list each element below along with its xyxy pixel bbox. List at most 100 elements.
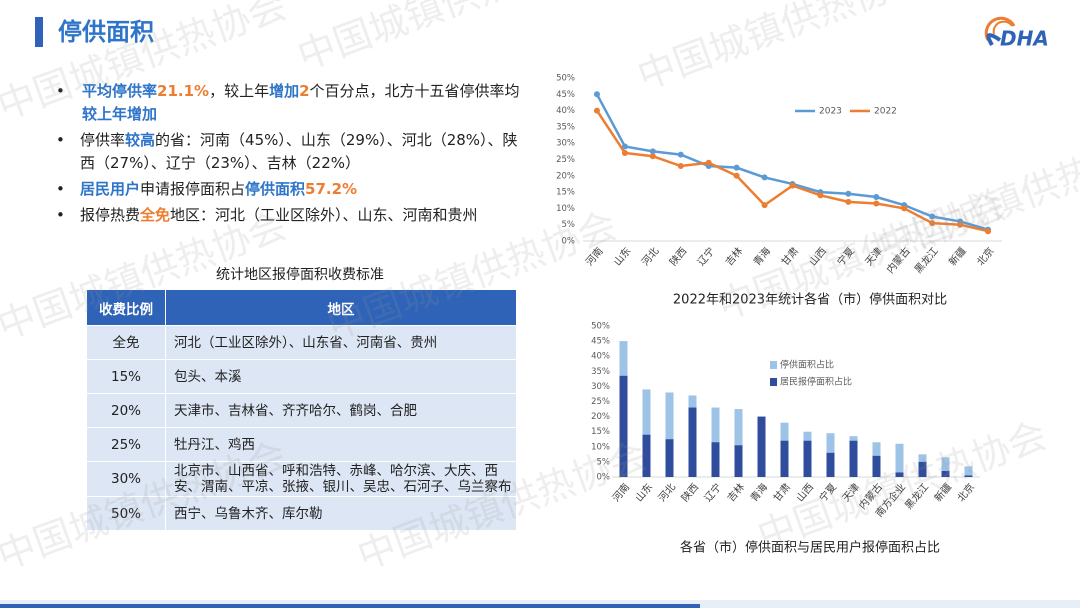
bullet-text: 增加	[269, 82, 300, 100]
point	[649, 148, 656, 155]
x-tick-label: 山西	[807, 245, 829, 268]
point	[621, 149, 628, 156]
point	[649, 153, 656, 160]
x-tick-label: 宁夏	[834, 245, 857, 269]
x-tick-label: 北京	[974, 245, 997, 269]
point	[845, 190, 852, 197]
point	[929, 220, 936, 227]
x-tick-label: 新疆	[931, 481, 954, 505]
logo: DHA	[984, 16, 1049, 51]
table-row: 全免 河北（工业区除外）、山东省、河南省、贵州	[86, 325, 517, 360]
y-tick-label: 35%	[556, 122, 575, 132]
bullet: 居民用户申请报停面积占停供面积57.2%	[52, 178, 532, 201]
bullet-text: 2	[299, 82, 310, 100]
x-tick-label: 山西	[794, 481, 816, 504]
legend-label: 2022	[874, 107, 897, 117]
bullet-text: 个百分点，北方十五省停供率均	[309, 82, 520, 100]
bullet-text: 报停热费	[80, 206, 141, 224]
table-cell: 50%	[86, 496, 166, 531]
point	[733, 172, 740, 179]
x-tick-label: 山东	[611, 245, 634, 269]
x-tick-label: 天津	[863, 245, 885, 268]
chart-title: 2022年和2023年统计各省（市）停供面积对比	[673, 292, 947, 308]
x-tick-label: 宁夏	[816, 481, 839, 505]
bar	[826, 452, 835, 477]
table-row: 20% 天津市、吉林省、齐齐哈尔、鹤岗、合肥	[86, 393, 517, 428]
legend-label: 停供面积占比	[780, 359, 834, 371]
table-row: 50% 西宁、乌鲁木齐、库尔勒	[86, 496, 517, 531]
bullet-text: 停供率	[80, 131, 126, 149]
bullet-text: 的省：河南（45%）、山东（29%）、河北（28%）、陕西（27%）、辽宁（23…	[80, 131, 518, 172]
x-tick-label: 黑龙江	[902, 481, 931, 512]
x-tick-label: 青海	[747, 481, 770, 505]
table-cell: 天津市、吉林省、齐齐哈尔、鹤岗、合肥	[165, 393, 517, 428]
table-header: 收费比例 地区	[86, 289, 517, 326]
bullet-text: 57.2%	[305, 180, 358, 198]
table-row: 15% 包头、本溪	[86, 359, 517, 394]
bar	[734, 445, 743, 477]
table-row: 30% 北京市、山西省、呼和浩特、赤峰、哈尔滨、大庆、西安、渭南、平凉、张掖、银川…	[86, 461, 517, 497]
header-cell: 地区	[165, 289, 517, 326]
series-line	[595, 93, 989, 231]
point	[901, 205, 908, 212]
bar	[780, 440, 789, 477]
footer-line	[0, 604, 700, 608]
bar	[964, 475, 973, 477]
point	[957, 221, 964, 228]
chart-title: 各省（市）停供面积与居民用户报停面积占比	[680, 540, 940, 556]
x-tick-label: 河北	[656, 481, 678, 504]
y-tick-label: 25%	[556, 155, 575, 165]
bar	[964, 466, 973, 477]
point	[873, 200, 880, 207]
x-tick-label: 辽宁	[701, 481, 724, 505]
header-cell: 收费比例	[86, 289, 166, 326]
x-tick-label: 青海	[750, 245, 773, 269]
point	[593, 91, 600, 98]
bullet-text: ，较上年	[209, 82, 270, 100]
point	[677, 163, 684, 170]
y-tick-label: 45%	[556, 90, 575, 100]
bullet-text: 停供面积	[245, 180, 306, 198]
y-tick-label: 10%	[591, 442, 610, 452]
point	[873, 193, 880, 200]
y-tick-label: 20%	[591, 412, 610, 422]
legend-label: 居民报停面积占比	[780, 376, 852, 388]
slide-title: 停供面积	[58, 18, 154, 46]
point	[985, 228, 992, 235]
point	[929, 213, 936, 220]
bar	[941, 457, 950, 477]
y-tick-label: 50%	[556, 74, 575, 84]
bullet-text: 较高	[125, 131, 156, 149]
y-tick-label: 40%	[591, 352, 610, 362]
bullet: 停供率较高的省：河南（45%）、山东（29%）、河北（28%）、陕西（27%）、…	[52, 129, 532, 175]
table-title: 统计地区报停面积收费标准	[216, 266, 384, 283]
point	[817, 192, 824, 199]
x-tick-label: 山东	[632, 481, 655, 505]
table-cell: 25%	[86, 427, 166, 462]
series-line	[595, 109, 989, 233]
bullet: 报停热费全免地区：河北（工业区除外）、山东、河南和贵州	[52, 204, 532, 227]
point	[733, 164, 740, 171]
bar	[642, 434, 651, 477]
y-tick-label: 10%	[556, 204, 575, 214]
y-tick-label: 0%	[562, 237, 576, 247]
bar	[642, 389, 651, 477]
x-tick-label: 吉林	[722, 245, 745, 269]
y-tick-label: 25%	[591, 397, 610, 407]
y-tick-label: 5%	[562, 220, 576, 230]
y-tick-label: 30%	[591, 382, 610, 392]
y-tick-label: 35%	[591, 367, 610, 377]
point	[845, 198, 852, 205]
table-cell: 15%	[86, 359, 166, 394]
x-tick-label: 内蒙古	[884, 245, 913, 276]
point	[761, 174, 768, 181]
bar	[619, 375, 628, 477]
bar	[665, 392, 674, 477]
bar	[688, 407, 697, 477]
x-tick-label: 陕西	[667, 245, 690, 269]
y-tick-label: 20%	[556, 171, 575, 181]
bar	[711, 442, 720, 477]
bar	[757, 416, 766, 477]
